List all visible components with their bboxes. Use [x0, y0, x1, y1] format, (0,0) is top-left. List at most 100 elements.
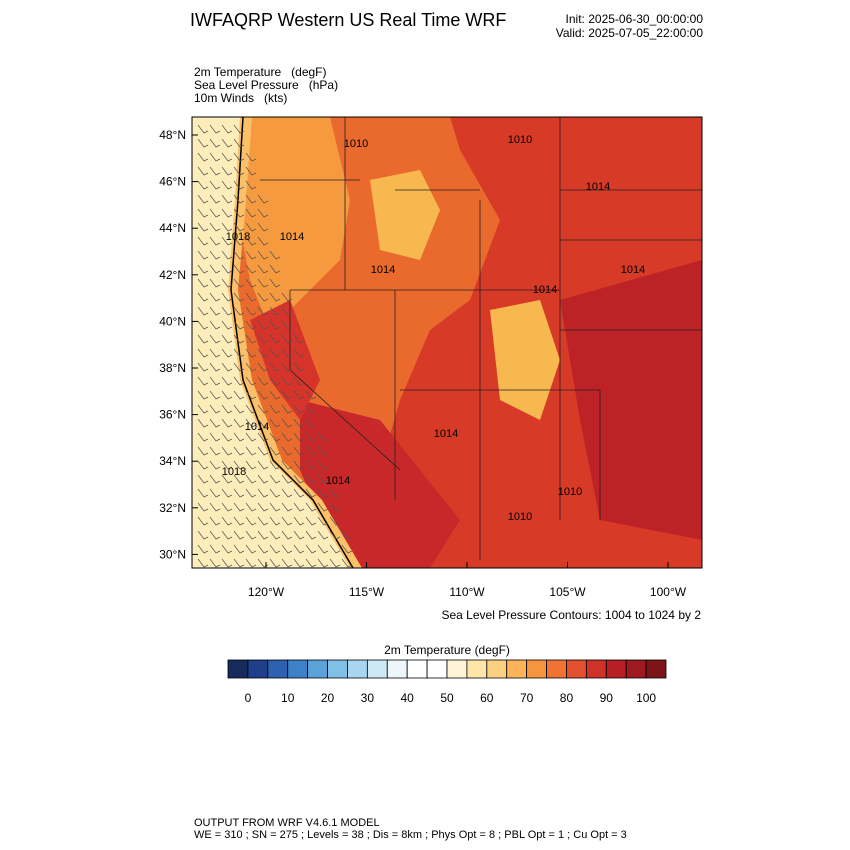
wind-barb	[197, 502, 209, 512]
wind-barb	[245, 362, 257, 372]
field-label: 2m Temperature (degF)	[194, 65, 327, 79]
wind-barb	[269, 264, 281, 274]
lat-label: 36°N	[159, 408, 186, 422]
wind-barb	[221, 460, 233, 470]
wind-barb	[209, 390, 221, 400]
wind-barb	[257, 460, 269, 470]
title: IWFAQRP Western US Real Time WRF	[190, 10, 506, 30]
wind-barb	[305, 502, 317, 512]
colorbar-box	[227, 659, 249, 679]
wind-barb	[233, 376, 245, 386]
wind-barb	[245, 306, 257, 316]
wind-barb	[233, 264, 245, 274]
lat-label: 48°N	[159, 128, 186, 142]
wind-barb	[245, 320, 257, 330]
wind-barb	[197, 222, 209, 232]
wind-barb	[293, 376, 305, 386]
wind-barb	[317, 474, 329, 484]
wind-barb	[209, 152, 221, 162]
wind-barb	[197, 516, 209, 526]
lat-label: 46°N	[159, 175, 186, 189]
wind-barb	[209, 474, 221, 484]
wind-barb	[221, 236, 233, 246]
wind-barb	[221, 446, 233, 456]
wind-barb	[305, 390, 317, 400]
wind-barb	[245, 348, 257, 358]
wind-barb	[269, 418, 281, 428]
wind-barb	[209, 124, 221, 134]
wind-barb	[281, 348, 293, 358]
wind-barb	[269, 404, 281, 414]
wind-barb	[197, 180, 209, 190]
wind-barb	[209, 404, 221, 414]
wind-barb	[197, 152, 209, 162]
wind-barb	[269, 502, 281, 512]
wind-barb	[209, 530, 221, 540]
wind-barb	[209, 376, 221, 386]
colorbar-box	[446, 659, 468, 679]
colorbar-tick: 30	[361, 691, 375, 705]
wind-barb	[281, 460, 293, 470]
wind-barb	[269, 488, 281, 498]
wind-barb	[257, 502, 269, 512]
lat-label: 42°N	[159, 268, 186, 282]
wind-barb	[233, 138, 245, 148]
wind-barb	[329, 544, 341, 554]
wind-barb	[197, 166, 209, 176]
wind-barb	[197, 208, 209, 218]
wind-barb	[269, 516, 281, 526]
wind-barb	[209, 236, 221, 246]
wind-barb	[209, 558, 221, 568]
wind-barb	[269, 306, 281, 316]
wind-barb	[245, 334, 257, 344]
wind-barb	[221, 488, 233, 498]
wind-barb	[233, 320, 245, 330]
wind-barb	[233, 222, 245, 232]
wind-barb	[245, 418, 257, 428]
wind-barb	[233, 362, 245, 372]
wind-barb	[293, 502, 305, 512]
lat-label: 40°N	[159, 314, 186, 328]
wind-barb	[329, 488, 341, 498]
wind-barb	[281, 292, 293, 302]
wind-barb	[221, 418, 233, 428]
wind-barb	[209, 418, 221, 428]
wind-barb	[245, 488, 257, 498]
wind-barb	[233, 208, 245, 218]
colorbar-box	[406, 659, 428, 679]
wind-barb	[293, 362, 305, 372]
wind-barb	[281, 418, 293, 428]
wind-barb	[257, 530, 269, 540]
contour-label: 1014	[245, 421, 269, 433]
lat-label: 30°N	[159, 547, 186, 561]
wind-barb	[197, 404, 209, 414]
colorbar-box	[366, 659, 388, 679]
wind-barb	[197, 124, 209, 134]
colorbar-tick: 100	[636, 691, 656, 705]
colorbar-box	[466, 659, 488, 679]
wind-barb	[257, 222, 269, 232]
wind-barb	[245, 460, 257, 470]
wind-barb	[317, 432, 329, 442]
wind-barb	[257, 194, 269, 204]
wind-barb	[281, 516, 293, 526]
wind-barb	[233, 194, 245, 204]
wind-barb	[341, 558, 353, 568]
wind-barb	[269, 446, 281, 456]
wind-barb	[197, 558, 209, 568]
wind-barb	[233, 446, 245, 456]
contour-label: 1018	[226, 231, 250, 243]
wind-barb	[233, 530, 245, 540]
colorbar-box	[307, 659, 328, 679]
wind-barb	[233, 334, 245, 344]
wind-barb	[257, 334, 269, 344]
wind-barb	[221, 390, 233, 400]
wind-barb	[245, 376, 257, 386]
wind-barb	[317, 530, 329, 540]
wind-barb	[257, 348, 269, 358]
wind-barb	[209, 348, 221, 358]
colorbar-tick: 20	[321, 691, 335, 705]
wind-barb	[221, 222, 233, 232]
colorbar-tick: 80	[560, 691, 574, 705]
wind-barb	[245, 194, 257, 204]
